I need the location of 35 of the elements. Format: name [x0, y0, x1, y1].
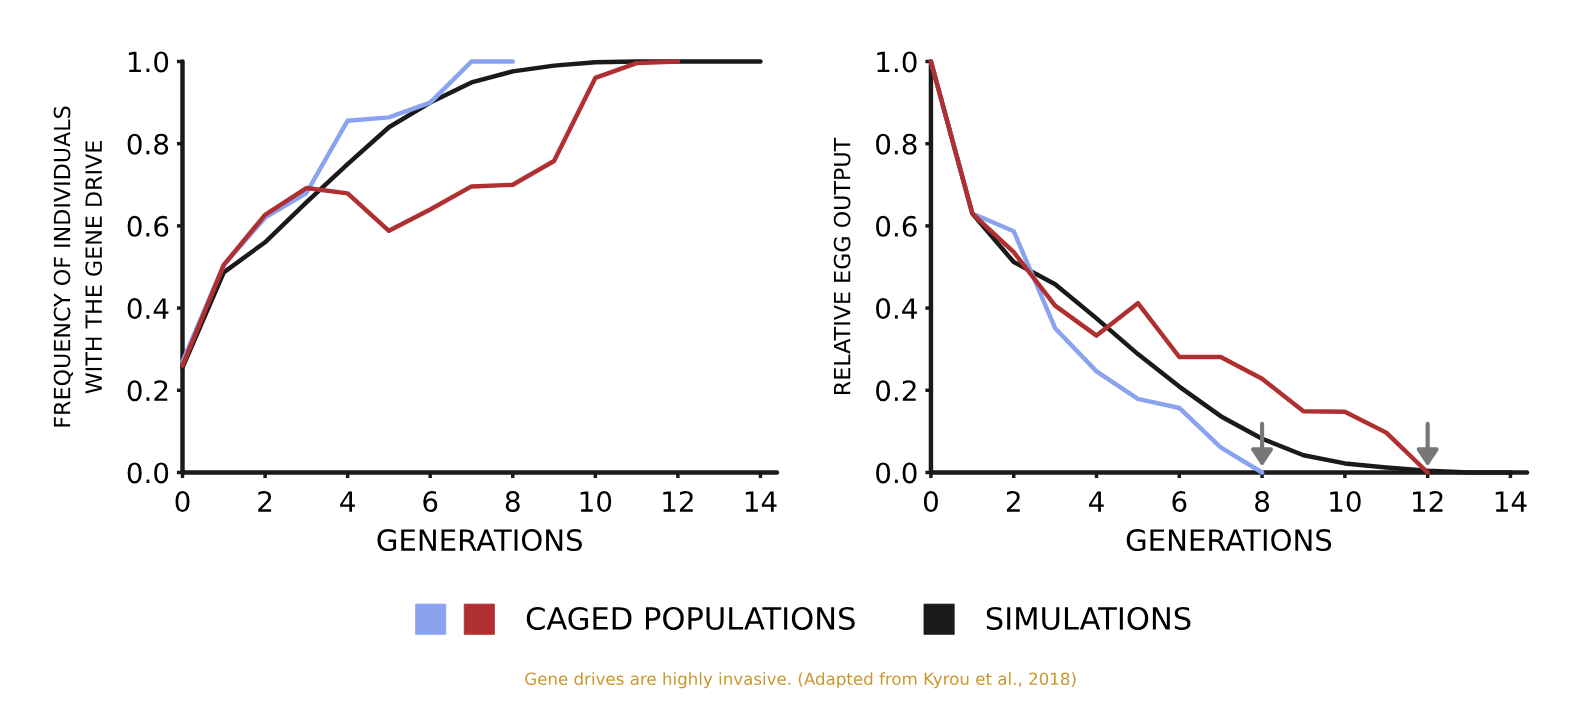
- y-tick-label: 0.8: [876, 133, 917, 155]
- x-tick-label: 10: [1330, 491, 1361, 513]
- x-tick-label: 8: [1255, 491, 1270, 513]
- y-tick-label: 0.2: [127, 380, 168, 402]
- y-tick-label: 1.0: [128, 51, 169, 73]
- x-tick-label: 10: [580, 491, 612, 513]
- y-tick-label: 0.6: [876, 215, 917, 237]
- x-tick-label: 0: [923, 491, 938, 513]
- x-tick-label: 4: [1089, 491, 1104, 512]
- y-tick-label: 1.0: [877, 51, 917, 73]
- legend-label: SIMULATIONS: [986, 606, 1191, 631]
- y-tick-label: 0.0: [127, 462, 169, 484]
- x-tick-label: 14: [745, 491, 777, 512]
- legend-label: CAGED POPULATIONS: [526, 606, 855, 631]
- x-tick-label: 6: [423, 491, 438, 513]
- y-tick-label: 0.4: [127, 298, 169, 320]
- x-tick-label: 12: [663, 491, 693, 512]
- x-tick-label: 8: [505, 491, 520, 513]
- y-tick-label: 0.4: [876, 298, 917, 320]
- text: Gene drives are highly invasive. (Adapted from Kyrou et al., 2018): [525, 672, 1076, 689]
- x-tick-label: 14: [1495, 491, 1527, 512]
- x-tick-label: 6: [1172, 491, 1187, 513]
- y-axis-title: FREQUENCY OF INDIVIDUALS WITH THE GENE DRIVE: [53, 106, 103, 427]
- x-tick-label: 12: [1413, 491, 1443, 512]
- x-tick-label: 4: [340, 491, 355, 512]
- x-axis-title: GENERATIONS: [1126, 529, 1332, 552]
- y-axis-title: RELATIVE EGG OUTPUT: [833, 137, 851, 394]
- y-tick-label: 0.0: [876, 462, 917, 484]
- y-tick-label: 0.8: [127, 133, 169, 155]
- x-axis-title: GENERATIONS: [377, 529, 582, 552]
- y-tick-label: 0.6: [127, 215, 169, 237]
- x-tick-label: 2: [258, 491, 272, 512]
- x-tick-label: 2: [1006, 491, 1020, 512]
- y-tick-label: 0.2: [876, 380, 916, 402]
- x-tick-label: 0: [175, 491, 190, 513]
